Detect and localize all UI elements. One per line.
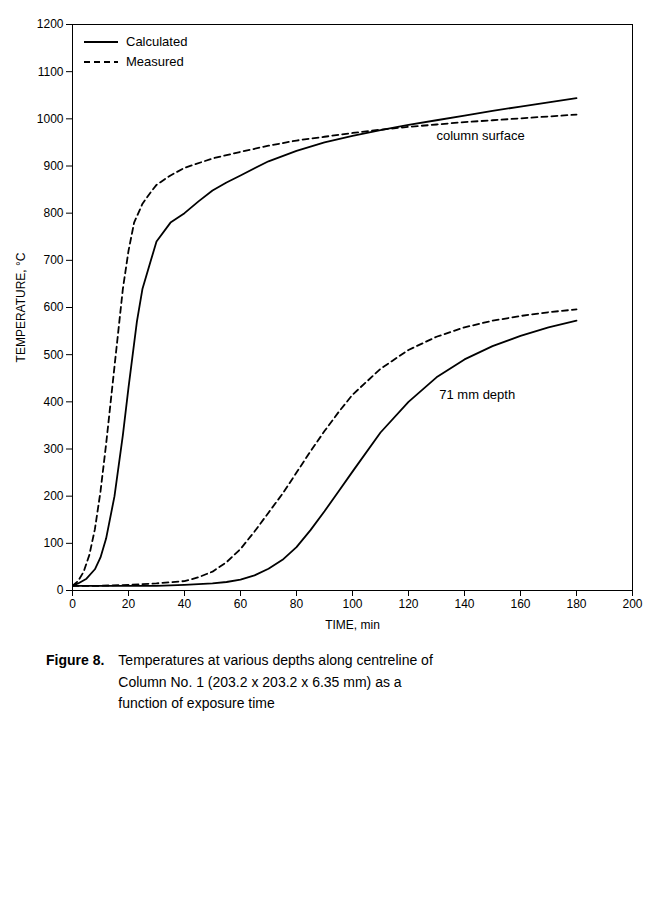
html-text:Temperatures at various depths: Temperatures at various depths along cen… [118, 652, 433, 712]
svg-text:20: 20 [122, 597, 136, 611]
svg-text:80: 80 [290, 597, 304, 611]
html-text:Calculated: Calculated [126, 34, 188, 49]
svg-text:TEMPERATURE, °C: TEMPERATURE, °C [14, 252, 28, 362]
svg-text:100: 100 [43, 536, 63, 550]
svg-text:60: 60 [234, 597, 248, 611]
svg-text:TIME, min: TIME, min [325, 618, 380, 632]
svg-text:120: 120 [398, 597, 418, 611]
svg-text:180: 180 [566, 597, 586, 611]
svg-text:500: 500 [43, 348, 63, 362]
svg-text:1000: 1000 [37, 112, 64, 126]
svg-text:800: 800 [43, 206, 63, 220]
svg-text:1200: 1200 [37, 17, 64, 31]
svg-text:160: 160 [510, 597, 530, 611]
svg-text:0: 0 [57, 583, 64, 597]
svg-text:100: 100 [342, 597, 362, 611]
svg-text:200: 200 [622, 597, 642, 611]
svg-text:71 mm depth: 71 mm depth [439, 387, 515, 402]
svg-text:40: 40 [178, 597, 192, 611]
svg-text:400: 400 [43, 395, 63, 409]
svg-text:0: 0 [69, 597, 76, 611]
html-text:Figure 8.: Figure 8. [46, 652, 105, 668]
html-text:Measured: Measured [126, 54, 184, 69]
svg-text:200: 200 [43, 489, 63, 503]
svg-text:140: 140 [454, 597, 474, 611]
svg-text:900: 900 [43, 159, 63, 173]
svg-text:1100: 1100 [38, 65, 64, 79]
svg-text:300: 300 [43, 442, 63, 456]
svg-text:600: 600 [43, 300, 63, 314]
svg-text:700: 700 [43, 253, 63, 267]
svg-text:column surface: column surface [437, 128, 525, 143]
